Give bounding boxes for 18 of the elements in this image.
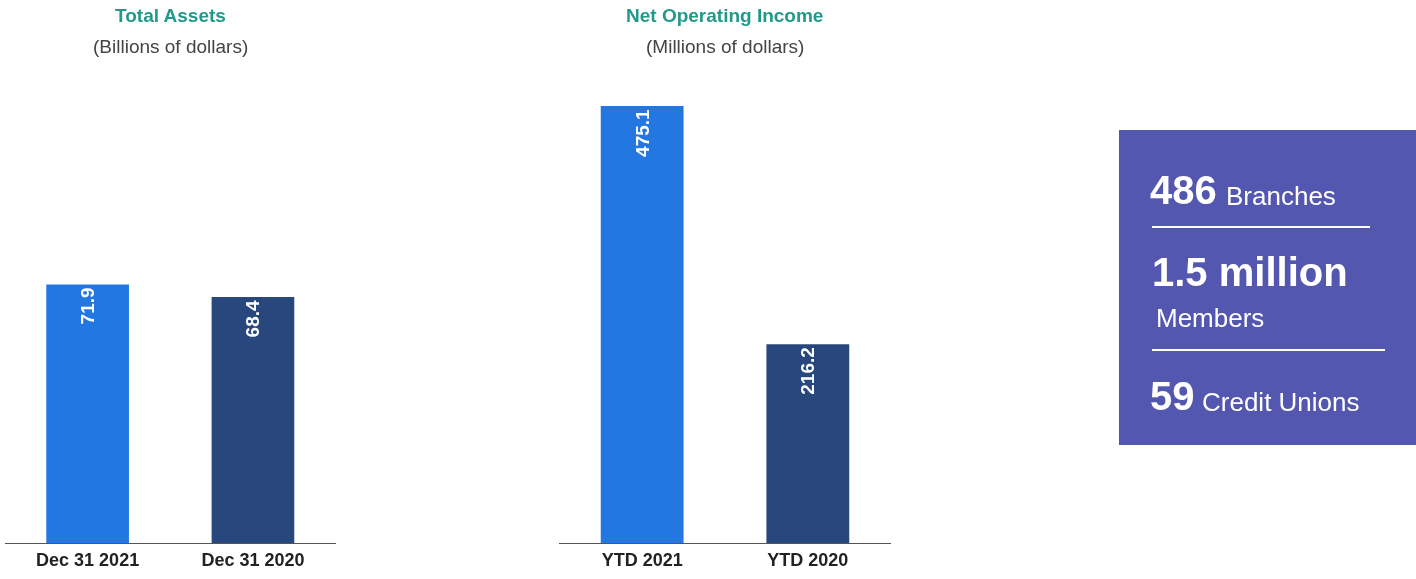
text: 59 [1150, 374, 1195, 418]
text: Members [1156, 303, 1265, 333]
data-label: 216.2 [797, 347, 819, 395]
x-tick-label: Dec 31 2020 [201, 549, 305, 570]
data-label: 71.9 [77, 287, 99, 325]
chart-subtitle: (Billions of dollars) [93, 36, 249, 57]
text: 1.5 million [1152, 250, 1348, 294]
chart-title: Net Operating Income [626, 5, 824, 26]
x-tick-label: YTD 2020 [767, 549, 849, 570]
x-tick-label: YTD 2021 [601, 549, 683, 570]
data-label: 68.4 [242, 300, 264, 338]
text: Branches [1226, 181, 1336, 211]
x-tick-label: Dec 31 2021 [36, 549, 140, 570]
chart-title: Total Assets [115, 5, 226, 26]
text: 486 [1150, 168, 1217, 212]
chart-subtitle: (Millions of dollars) [646, 36, 805, 57]
data-label: 475.1 [631, 108, 653, 157]
text: Credit Unions [1202, 387, 1360, 417]
